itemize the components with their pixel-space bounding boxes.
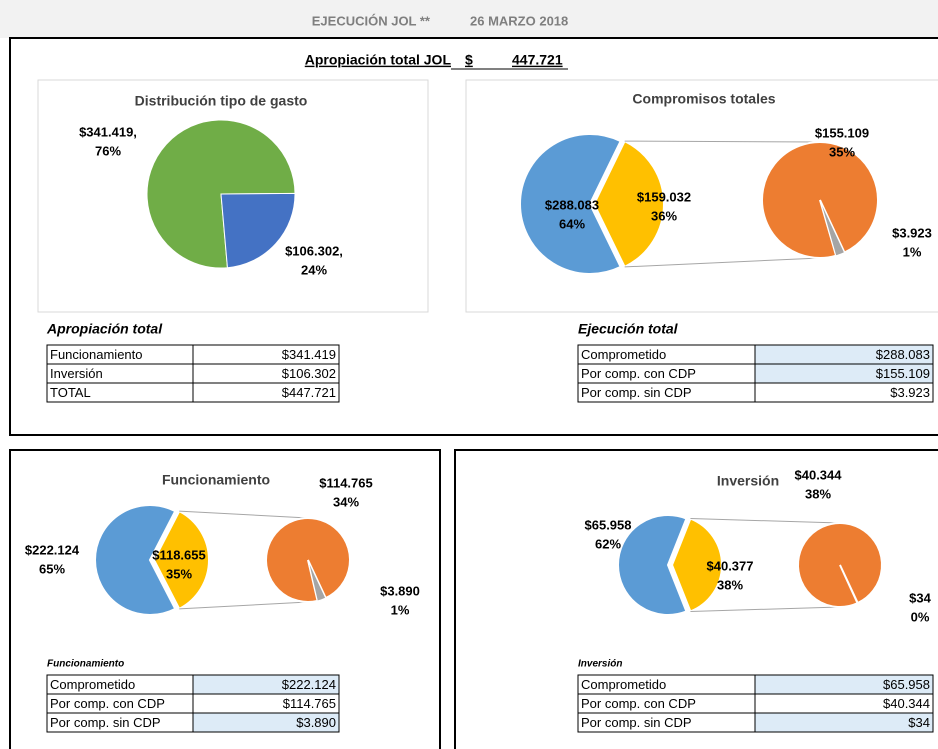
connector xyxy=(624,257,821,268)
connector xyxy=(690,606,841,612)
data-label: 24% xyxy=(301,262,327,277)
table-label: TOTAL xyxy=(50,385,91,400)
pie-slice xyxy=(307,559,327,602)
data-label: $106.302, xyxy=(285,243,343,258)
data-label: 62% xyxy=(595,536,621,551)
data-label: 76% xyxy=(95,143,121,158)
table-value: $222.124 xyxy=(282,677,336,692)
table-cell xyxy=(192,382,340,403)
table-label: Funcionamiento xyxy=(50,347,143,362)
data-label: 35% xyxy=(829,144,855,159)
data-label: $222.124 xyxy=(25,542,80,557)
connector xyxy=(179,601,309,610)
table-cell xyxy=(754,712,934,733)
table-label: Inversión xyxy=(50,366,103,381)
chart-frame xyxy=(37,79,429,313)
connector xyxy=(179,510,309,519)
table-value: $447.721 xyxy=(282,385,336,400)
header-title: EJECUCIÓN JOL ** xyxy=(312,13,431,28)
table-label: Comprometido xyxy=(581,677,666,692)
data-label: $40.344 xyxy=(795,467,843,482)
pie-slice xyxy=(94,504,177,616)
data-label: 35% xyxy=(166,566,192,581)
connector xyxy=(690,518,841,524)
table-value: $106.302 xyxy=(282,366,336,381)
chart-title: Distribución tipo de gasto xyxy=(135,93,308,109)
chart-frame xyxy=(465,79,938,313)
table-cell xyxy=(754,382,934,403)
top-frame xyxy=(9,37,938,436)
data-label: 1% xyxy=(391,602,410,617)
pie-slice xyxy=(592,139,665,269)
pie-slice xyxy=(146,119,296,269)
data-label: 34% xyxy=(333,494,359,509)
table-value: $40.344 xyxy=(883,696,930,711)
data-label: $118.655 xyxy=(152,547,206,562)
data-label: 38% xyxy=(717,577,743,592)
pie-slice xyxy=(152,509,210,611)
table-value: $341.419 xyxy=(282,347,336,362)
pie-slice xyxy=(839,564,859,604)
pie-slice xyxy=(265,517,351,603)
data-label: 0% xyxy=(911,609,930,624)
table-label: Por comp. con CDP xyxy=(50,696,165,711)
table-value: $3.890 xyxy=(296,715,336,730)
pie-slice xyxy=(670,517,723,613)
bottom-right-frame xyxy=(454,449,938,749)
total-value: 447.721 xyxy=(512,52,563,68)
table-label: Por comp. sin CDP xyxy=(581,385,692,400)
table-label: Por comp. con CDP xyxy=(581,696,696,711)
data-label: $3.923 xyxy=(892,225,932,240)
table-value: $3.923 xyxy=(890,385,930,400)
data-label: 1% xyxy=(903,244,922,259)
chart-title: Funcionamiento xyxy=(162,472,270,488)
table-label: Por comp. con CDP xyxy=(581,366,696,381)
table-label: Por comp. sin CDP xyxy=(50,715,161,730)
table-label: Comprometido xyxy=(50,677,135,692)
table-title: Apropiación total xyxy=(46,321,163,337)
pie-slice xyxy=(617,514,688,616)
total-label: Apropiación total JOL xyxy=(305,52,452,68)
total-currency: $ xyxy=(465,52,473,68)
table-value: $155.109 xyxy=(876,366,930,381)
table-value: $114.765 xyxy=(283,696,336,711)
header-bar xyxy=(0,0,938,38)
data-label: 64% xyxy=(559,216,585,231)
chart-title: Inversión xyxy=(717,473,779,489)
data-label: $114.765 xyxy=(319,475,373,490)
pie-slice xyxy=(220,192,296,269)
pie-slice xyxy=(519,133,622,275)
connector xyxy=(624,140,821,143)
pie-slice xyxy=(819,199,846,257)
table-value: $288.083 xyxy=(876,347,930,362)
data-label: 38% xyxy=(805,486,831,501)
bottom-left-frame xyxy=(9,449,441,749)
table-cell xyxy=(192,712,340,733)
data-label: $288.083 xyxy=(545,197,599,212)
table-title: Ejecución total xyxy=(578,321,679,337)
data-label: $155.109 xyxy=(815,125,869,140)
table-label: Por comp. sin CDP xyxy=(581,715,692,730)
table-label: Comprometido xyxy=(581,347,666,362)
table-value: $34 xyxy=(908,715,930,730)
data-label: $40.377 xyxy=(707,558,754,573)
pie-slice xyxy=(797,521,884,608)
data-label: 65% xyxy=(39,561,65,576)
data-label: $341.419, xyxy=(79,124,137,139)
data-label: $3.890 xyxy=(380,583,420,598)
data-label: $159.032 xyxy=(637,189,691,204)
data-label: $65.958 xyxy=(585,517,632,532)
data-label: $34 xyxy=(909,590,931,605)
table-title: Funcionamiento xyxy=(47,659,124,670)
header-date: 26 MARZO 2018 xyxy=(470,13,568,28)
table-title: Inversión xyxy=(578,659,622,670)
data-label: 36% xyxy=(651,208,677,223)
chart-title: Compromisos totales xyxy=(632,91,775,107)
table-value: $65.958 xyxy=(883,677,930,692)
